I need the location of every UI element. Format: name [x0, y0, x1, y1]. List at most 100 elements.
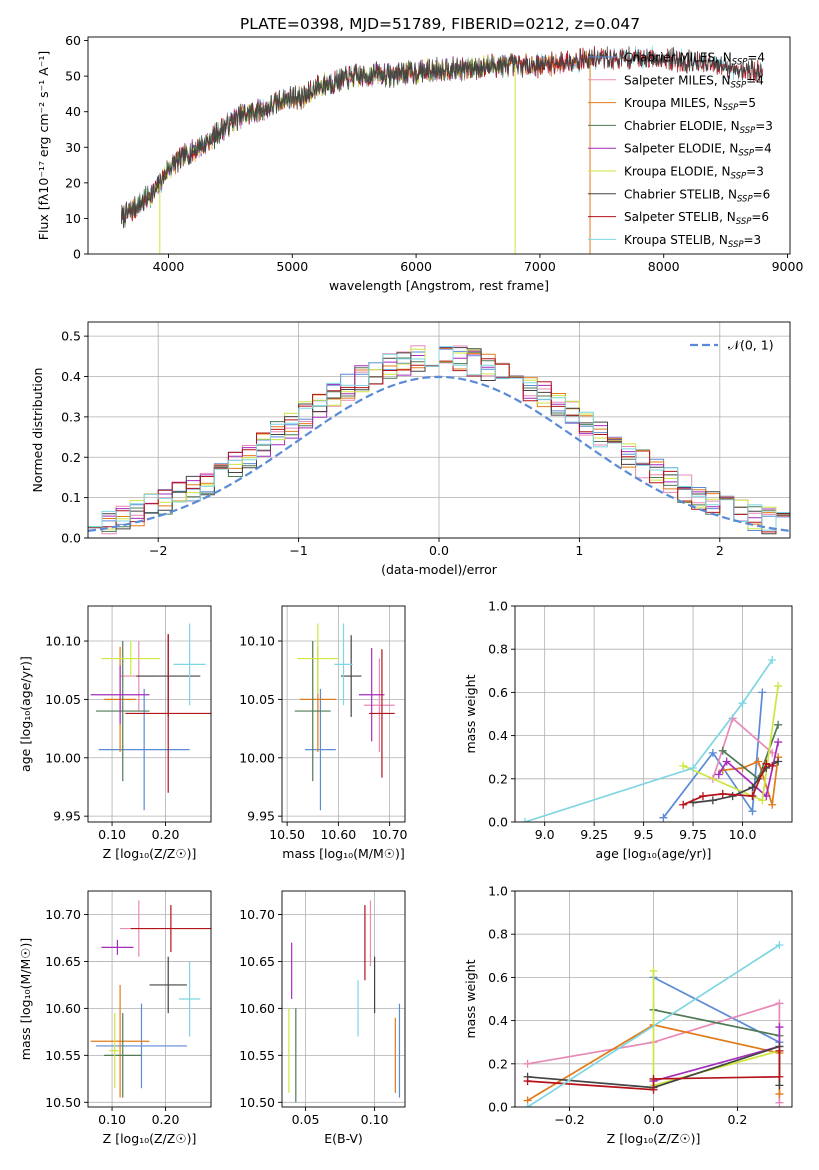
series-marker — [775, 1081, 784, 1090]
axes-frame — [281, 605, 406, 823]
x-axis-label: wavelength [Angstrom, rest frame] — [329, 278, 549, 293]
series-salpeter-stelib — [523, 1046, 784, 1094]
y-axis-label: mass weight — [463, 959, 478, 1038]
series-marker — [659, 813, 668, 822]
legend-label-4: Salpeter ELODIE, NSSP=4 — [624, 142, 772, 159]
x-tick-label: 9.75 — [679, 827, 707, 842]
data-point-chabrier-stelib — [149, 956, 187, 1014]
y-axis-label: Normed distribution — [30, 368, 45, 493]
legend-label-2: Kroupa MILES, NSSP=5 — [624, 96, 756, 113]
series-marker — [774, 681, 783, 690]
series-marker — [775, 1090, 784, 1099]
y-tick-label: 20 — [65, 175, 81, 190]
data-point-chabrier-miles — [96, 1003, 187, 1089]
series-marker — [748, 783, 757, 792]
x-axis-label: E(B-V) — [324, 1131, 363, 1146]
y-tick-label: 10.05 — [45, 692, 81, 707]
y-tick-label: 0.4 — [488, 1013, 508, 1028]
legend: Chabrier MILES, NSSP=4 Salpeter MILES, NS… — [588, 51, 773, 250]
data-point-salpeter-elodie — [101, 939, 134, 955]
residual-histogram-panel: −2 −1 0.0 1 2 0.0 0.1 0.2 0.3 0.4 0.5 (data-model)/… — [30, 321, 791, 577]
x-tick-label: 0.0 — [429, 543, 449, 558]
data-point-chabrier-elodie — [96, 641, 150, 782]
series-marker — [649, 966, 658, 975]
data-point-salpeter-elodie — [90, 665, 150, 724]
legend-label-1: Salpeter MILES, NSSP=4 — [624, 73, 764, 90]
series-marker — [775, 1046, 784, 1055]
series-marker — [775, 999, 784, 1008]
y-axis-label: Flux [fλ10⁻¹⁷ erg cm⁻² s⁻¹ A⁻¹] — [36, 51, 51, 240]
x-tick-label: 0.20 — [152, 827, 180, 842]
y-tick-label: 10.65 — [45, 954, 81, 969]
x-tick-label: 5000 — [276, 259, 308, 274]
series-marker — [718, 789, 727, 798]
y-tick-label: 0.4 — [61, 369, 81, 384]
spectrum-line-kroupa-miles — [121, 47, 591, 227]
legend-label-3: Chabrier ELODIE, NSSP=3 — [624, 119, 773, 136]
x-axis-label: mass [log₁₀(M/M☉)] — [282, 846, 404, 861]
y-tick-label: 0 — [73, 247, 81, 262]
x-tick-label: 0.0 — [644, 1112, 664, 1127]
data-point-salpeter-miles — [364, 658, 395, 752]
series-marker — [679, 761, 688, 770]
series-marker — [679, 800, 688, 809]
data-point-kroupa-miles — [90, 984, 150, 1098]
y-tick-label: 0.4 — [488, 728, 508, 743]
age-vs-mass-panel: 10.50 10.60 10.70 9.95 10.00 10.05 10.10 mass [… — [239, 605, 408, 861]
series-marker — [768, 761, 777, 770]
x-tick-label: −0.2 — [554, 1112, 584, 1127]
plot-area — [294, 623, 395, 811]
x-tick-label: 0.10 — [98, 827, 126, 842]
y-tick-label: 10.50 — [45, 1095, 81, 1110]
series-marker — [754, 757, 763, 766]
y-tick-label: 0.2 — [488, 771, 508, 786]
axes-frame — [281, 890, 406, 1108]
y-tick-label: 10.00 — [45, 750, 81, 765]
series-marker — [738, 699, 747, 708]
y-tick-label: 10.60 — [45, 1001, 81, 1016]
y-tick-label: 10.50 — [239, 1095, 275, 1110]
x-tick-label: −1 — [289, 543, 307, 558]
legend-label-0: Chabrier MILES, NSSP=4 — [624, 51, 765, 68]
series-marker — [768, 800, 777, 809]
y-tick-label: 0.5 — [61, 329, 81, 344]
series-marker — [762, 759, 771, 768]
series-salpeter-stelib — [679, 759, 777, 809]
mass-vs-extinction-panel: 0.05 0.10 10.50 10.55 10.60 10.65 10.70 E(B-V) — [239, 890, 406, 1146]
series-marker — [758, 796, 767, 805]
weight-vs-metallicity-panel: −0.2 0.0 0.2 0.0 0.2 0.4 0.6 0.8 1.0 Z [log₁₀(Z/Z… — [463, 884, 793, 1146]
series-marker — [758, 688, 767, 697]
series-marker — [774, 738, 783, 747]
y-tick-label: 10.10 — [239, 634, 275, 649]
series-marker — [649, 1085, 658, 1094]
series-marker — [649, 1074, 658, 1083]
y-tick-label: 9.95 — [247, 809, 275, 824]
y-tick-label: 10.00 — [239, 750, 275, 765]
y-tick-label: 10.55 — [239, 1048, 275, 1063]
y-tick-label: 0.1 — [61, 490, 81, 505]
y-tick-label: 1.0 — [488, 599, 508, 614]
series-kroupa-stelib — [520, 656, 777, 822]
legend-label-5: Kroupa ELODIE, NSSP=3 — [624, 165, 764, 182]
y-tick-label: 40 — [65, 104, 81, 119]
figure-title: PLATE=0398, MJD=51789, FIBERID=0212, z=0… — [240, 15, 640, 33]
legend-label-8: Kroupa STELIB, NSSP=3 — [624, 233, 761, 250]
spectrum-line-chabrier-elodie — [121, 53, 516, 229]
legend: 𝒩(0, 1) — [690, 338, 774, 353]
axes-frame — [514, 605, 793, 823]
x-tick-label: 1 — [575, 543, 583, 558]
y-tick-label: 10.05 — [239, 692, 275, 707]
series-marker — [728, 792, 737, 801]
y-tick-label: 10.70 — [45, 907, 81, 922]
x-tick-label: 10.50 — [269, 827, 305, 842]
series-marker — [775, 1098, 784, 1107]
y-tick-label: 10.65 — [239, 954, 275, 969]
series-marker — [774, 757, 783, 766]
x-tick-label: 10.0 — [729, 827, 757, 842]
series-line — [682, 685, 779, 802]
x-tick-label: 10.70 — [372, 827, 408, 842]
x-axis-label: age [log₁₀(age/yr)] — [596, 846, 712, 861]
plot-area — [90, 900, 211, 1098]
x-tick-label: 0.10 — [98, 1112, 126, 1127]
